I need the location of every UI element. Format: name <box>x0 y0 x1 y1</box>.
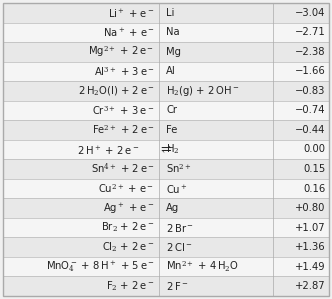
Text: Li$^+$ + e$^-$: Li$^+$ + e$^-$ <box>108 7 154 19</box>
FancyBboxPatch shape <box>3 120 329 140</box>
Text: Fe: Fe <box>166 125 178 135</box>
Text: +1.49: +1.49 <box>295 262 325 272</box>
Text: Na$^+$ + e$^-$: Na$^+$ + e$^-$ <box>103 26 154 38</box>
FancyBboxPatch shape <box>3 159 329 179</box>
Text: Mg$^{2+}$ + 2 e$^-$: Mg$^{2+}$ + 2 e$^-$ <box>88 45 154 59</box>
Text: Na: Na <box>166 27 180 37</box>
Text: −1.66: −1.66 <box>294 66 325 76</box>
Text: Al: Al <box>166 66 176 76</box>
Text: +1.36: +1.36 <box>295 242 325 252</box>
Text: 0.15: 0.15 <box>303 164 325 174</box>
Text: Al$^{3+}$ + 3 e$^-$: Al$^{3+}$ + 3 e$^-$ <box>94 65 154 78</box>
Text: 2 H$^+$ + 2 e$^-$: 2 H$^+$ + 2 e$^-$ <box>77 144 139 155</box>
Text: Mn$^{2+}$ + 4 H$_2$O: Mn$^{2+}$ + 4 H$_2$O <box>166 260 239 274</box>
Text: Mg: Mg <box>166 47 181 57</box>
FancyBboxPatch shape <box>3 218 329 237</box>
Text: Cl$_2$ + 2 e$^-$: Cl$_2$ + 2 e$^-$ <box>102 240 154 254</box>
Text: Li: Li <box>166 8 175 18</box>
Text: MnO$_4^-$ + 8 H$^+$ + 5 e$^-$: MnO$_4^-$ + 8 H$^+$ + 5 e$^-$ <box>45 260 154 274</box>
Text: −0.74: −0.74 <box>295 106 325 115</box>
FancyBboxPatch shape <box>3 62 329 81</box>
Text: 0.00: 0.00 <box>303 144 325 155</box>
Text: −0.83: −0.83 <box>295 86 325 96</box>
Text: Sn$^{4+}$ + 2 e$^-$: Sn$^{4+}$ + 2 e$^-$ <box>91 162 154 176</box>
Text: 2 H$_2$O(l) + 2 e$^-$: 2 H$_2$O(l) + 2 e$^-$ <box>78 84 154 97</box>
FancyBboxPatch shape <box>3 237 329 257</box>
Text: 2 Cl$^-$: 2 Cl$^-$ <box>166 241 193 253</box>
Text: −2.71: −2.71 <box>294 27 325 37</box>
Text: −3.04: −3.04 <box>295 8 325 18</box>
FancyBboxPatch shape <box>3 22 329 42</box>
Text: Cr: Cr <box>166 106 177 115</box>
Text: 0.16: 0.16 <box>303 184 325 193</box>
Text: 2 F$^-$: 2 F$^-$ <box>166 280 189 292</box>
Text: F$_2$ + 2 e$^-$: F$_2$ + 2 e$^-$ <box>106 280 154 293</box>
Text: −2.38: −2.38 <box>295 47 325 57</box>
Text: H$_2$(g) + 2 OH$^-$: H$_2$(g) + 2 OH$^-$ <box>166 84 240 98</box>
Text: H$_2$: H$_2$ <box>166 143 180 156</box>
Text: Fe$^{2+}$ + 2 e$^-$: Fe$^{2+}$ + 2 e$^-$ <box>92 124 154 136</box>
FancyBboxPatch shape <box>3 3 329 22</box>
FancyBboxPatch shape <box>3 179 329 198</box>
Text: Ag$^+$ + e$^-$: Ag$^+$ + e$^-$ <box>103 201 154 215</box>
FancyBboxPatch shape <box>3 81 329 101</box>
Text: Ag: Ag <box>166 203 180 213</box>
Text: 2 Br$^-$: 2 Br$^-$ <box>166 222 194 234</box>
Text: Cu$^+$: Cu$^+$ <box>166 183 188 195</box>
Text: Cr$^{3+}$ + 3 e$^-$: Cr$^{3+}$ + 3 e$^-$ <box>92 104 154 117</box>
Text: +2.87: +2.87 <box>295 281 325 291</box>
FancyBboxPatch shape <box>3 140 329 159</box>
Text: Sn$^{2+}$: Sn$^{2+}$ <box>166 163 192 175</box>
Text: +1.07: +1.07 <box>295 223 325 233</box>
FancyBboxPatch shape <box>3 198 329 218</box>
FancyBboxPatch shape <box>3 101 329 120</box>
Text: −0.44: −0.44 <box>295 125 325 135</box>
Text: $\rightleftharpoons$: $\rightleftharpoons$ <box>158 143 173 156</box>
Text: Br$_2$ + 2 e$^-$: Br$_2$ + 2 e$^-$ <box>101 221 154 234</box>
FancyBboxPatch shape <box>3 42 329 62</box>
Text: Cu$^{2+}$ + e$^-$: Cu$^{2+}$ + e$^-$ <box>99 182 154 195</box>
Text: +0.80: +0.80 <box>295 203 325 213</box>
FancyBboxPatch shape <box>3 277 329 296</box>
FancyBboxPatch shape <box>3 257 329 277</box>
